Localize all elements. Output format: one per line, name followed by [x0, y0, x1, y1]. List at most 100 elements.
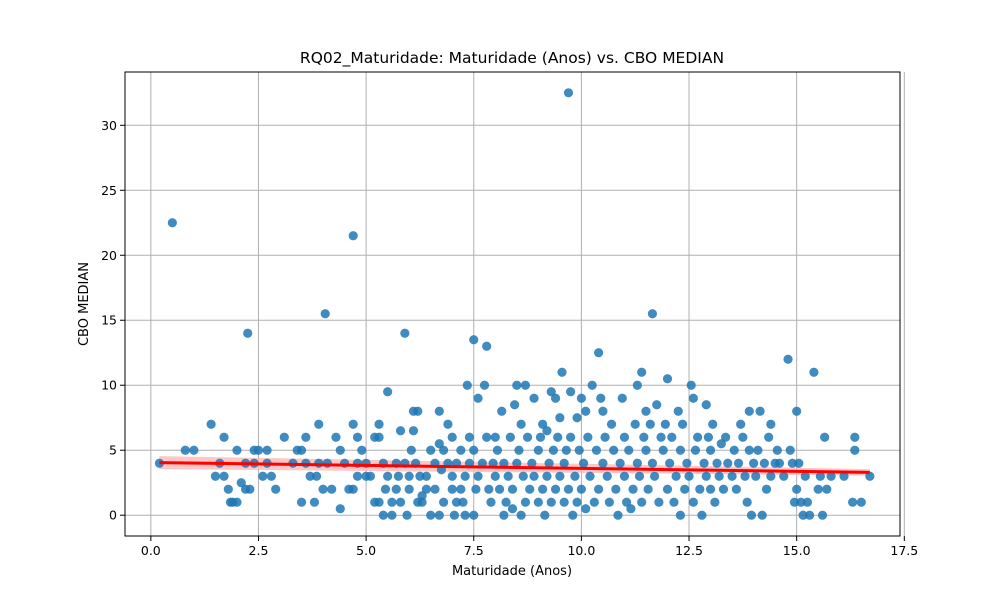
data-point	[578, 458, 589, 468]
data-point	[439, 497, 449, 507]
points-layer	[154, 88, 875, 520]
data-point	[335, 504, 345, 514]
data-point	[365, 471, 376, 481]
data-point	[645, 419, 655, 429]
data-point	[548, 445, 559, 455]
data-point	[542, 471, 552, 481]
data-point	[447, 432, 457, 442]
data-point	[587, 380, 597, 390]
data-point	[348, 231, 358, 241]
data-point	[402, 510, 412, 520]
data-point	[393, 471, 404, 481]
data-point	[671, 471, 681, 481]
data-point	[525, 484, 535, 494]
data-point	[783, 354, 793, 364]
data-point	[550, 393, 561, 403]
data-point	[621, 497, 632, 507]
data-point	[331, 432, 341, 442]
data-point	[538, 484, 548, 494]
data-point	[559, 497, 569, 507]
data-point	[232, 445, 242, 455]
data-point	[262, 445, 272, 455]
data-point	[581, 504, 591, 514]
data-point	[544, 458, 554, 468]
data-point	[639, 432, 649, 442]
plot-frame	[124, 71, 901, 537]
data-point	[296, 497, 307, 507]
data-point	[447, 471, 457, 481]
data-point	[490, 432, 500, 442]
data-point	[492, 445, 503, 455]
data-point	[535, 432, 546, 442]
data-point	[167, 218, 177, 228]
grid-layer	[125, 72, 905, 536]
data-point	[637, 367, 647, 377]
data-point	[733, 458, 744, 468]
data-point	[632, 458, 642, 468]
data-point	[557, 367, 567, 377]
data-point	[555, 413, 565, 423]
data-point	[628, 484, 638, 494]
data-point	[686, 380, 696, 390]
data-point	[391, 484, 401, 494]
data-point	[497, 406, 507, 416]
data-point	[482, 432, 492, 442]
data-point	[611, 484, 621, 494]
data-point	[374, 497, 384, 507]
data-point	[540, 510, 550, 520]
data-point	[374, 432, 384, 442]
y-tick-label: 10	[101, 378, 117, 393]
data-point	[746, 510, 757, 520]
data-point	[785, 445, 795, 455]
x-tick-label: 0.0	[141, 543, 161, 558]
data-point	[772, 445, 782, 455]
data-point	[766, 471, 776, 481]
data-point	[258, 471, 268, 481]
data-point	[695, 484, 705, 494]
data-point	[482, 341, 492, 351]
data-point	[643, 484, 653, 494]
data-point	[507, 504, 518, 514]
data-point	[701, 400, 711, 410]
data-point	[426, 445, 436, 455]
data-point	[253, 445, 264, 455]
data-point	[787, 458, 797, 468]
data-point	[669, 497, 679, 507]
data-point	[850, 432, 860, 442]
data-point	[617, 393, 627, 403]
data-point	[458, 497, 468, 507]
y-axis-label: CBO MEDIAN	[77, 262, 92, 346]
data-point	[566, 432, 576, 442]
data-point	[383, 471, 393, 481]
data-point	[484, 484, 494, 494]
data-point	[512, 458, 522, 468]
data-point	[637, 497, 647, 507]
x-axis-label: Maturidade (Anos)	[452, 564, 572, 579]
data-point	[602, 471, 612, 481]
data-point	[473, 393, 483, 403]
data-point	[652, 400, 662, 410]
data-point	[327, 484, 337, 494]
data-point	[520, 380, 531, 390]
data-point	[585, 471, 595, 481]
y-tick-label: 0	[109, 508, 117, 523]
data-point	[456, 484, 466, 494]
data-point	[744, 406, 754, 416]
data-point	[682, 458, 692, 468]
data-point	[421, 471, 431, 481]
data-point	[589, 497, 599, 507]
data-point	[387, 497, 397, 507]
data-point	[647, 458, 658, 468]
data-point	[714, 471, 724, 481]
data-point	[815, 471, 825, 481]
data-point	[236, 478, 246, 488]
data-point	[417, 491, 427, 501]
data-point	[751, 471, 761, 481]
data-point	[794, 458, 804, 468]
data-point	[604, 497, 614, 507]
data-point	[594, 348, 604, 358]
data-point	[387, 510, 397, 520]
data-point	[460, 471, 470, 481]
data-point	[490, 471, 500, 481]
